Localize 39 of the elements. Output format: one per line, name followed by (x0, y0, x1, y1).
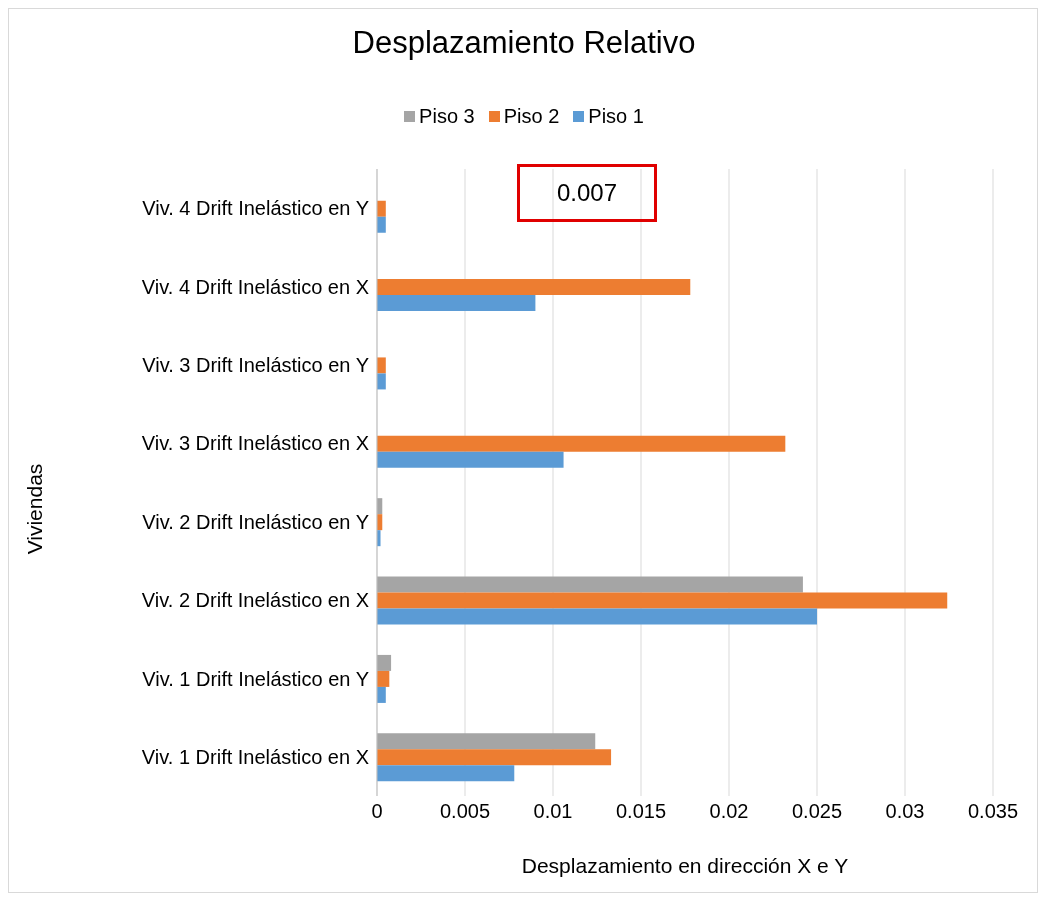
x-tick-label: 0 (371, 800, 383, 823)
chart-title: Desplazamiento Relativo (351, 25, 697, 61)
annotation: 0.007 (556, 179, 618, 207)
bar (377, 576, 803, 593)
bar (377, 295, 536, 312)
x-axis-title: Desplazamiento en dirección X e Y (520, 854, 850, 878)
legend-label: Piso 2 (502, 105, 560, 128)
bar (377, 200, 386, 217)
y-tick-label: Viv. 3 Drift Inelástico en Y (142, 354, 369, 377)
bar (377, 451, 564, 468)
legend-label: Piso 3 (418, 105, 475, 128)
bar (377, 357, 386, 374)
y-axis-title: Viviendas (23, 463, 47, 555)
bar (377, 733, 596, 750)
x-tick-label: 0.02 (709, 800, 749, 823)
bar (377, 216, 386, 233)
bar (377, 686, 386, 703)
bar (377, 608, 817, 625)
x-tick-label: 0.01 (533, 800, 573, 823)
y-tick-label: Viv. 3 Drift Inelástico en X (141, 432, 369, 455)
bar (377, 279, 691, 296)
x-tick-label: 0.035 (967, 800, 1019, 823)
x-tick-label: 0.005 (439, 800, 491, 823)
y-tick-label: Viv. 4 Drift Inelástico en Y (142, 197, 369, 220)
bar (377, 373, 386, 390)
y-tick-label: Viv. 4 Drift Inelástico en X (141, 275, 369, 298)
x-tick-label: 0.025 (791, 800, 843, 823)
x-tick-label: 0.03 (885, 800, 925, 823)
y-tick-label: Viv. 2 Drift Inelástico en X (141, 589, 369, 612)
bar (377, 654, 392, 671)
y-tick-label: Viv. 1 Drift Inelástico en Y (142, 667, 369, 690)
legend-label: Piso 1 (587, 105, 644, 128)
y-tick-label: Viv. 2 Drift Inelástico en Y (142, 510, 369, 533)
bar (377, 765, 515, 782)
x-tick-label: 0.015 (615, 800, 667, 823)
bar (377, 592, 948, 609)
bar (377, 749, 612, 766)
y-tick-label: Viv. 1 Drift Inelástico en X (141, 745, 369, 768)
bar (377, 435, 786, 452)
